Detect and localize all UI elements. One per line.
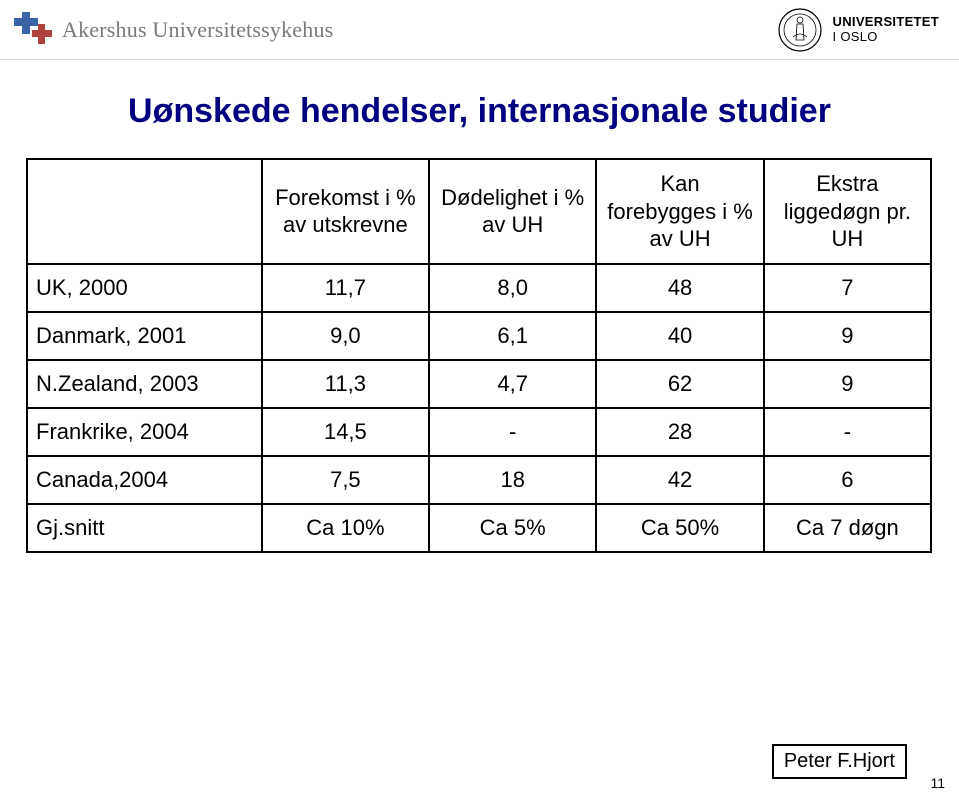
row-label: Gj.snitt xyxy=(27,504,262,552)
page-number: 11 xyxy=(930,775,945,791)
cell: 14,5 xyxy=(262,408,429,456)
table-body: UK, 2000 11,7 8,0 48 7 Danmark, 2001 9,0… xyxy=(27,264,931,552)
cell: 6 xyxy=(764,456,931,504)
cell: Ca 7 døgn xyxy=(764,504,931,552)
table-row: UK, 2000 11,7 8,0 48 7 xyxy=(27,264,931,312)
cell: Ca 10% xyxy=(262,504,429,552)
cell: 42 xyxy=(596,456,763,504)
logo-left: Akershus Universitetssykehus xyxy=(10,12,333,48)
row-label: Frankrike, 2004 xyxy=(27,408,262,456)
cell: 40 xyxy=(596,312,763,360)
cell: 7,5 xyxy=(262,456,429,504)
table-row: Gj.snitt Ca 10% Ca 5% Ca 50% Ca 7 døgn xyxy=(27,504,931,552)
cell: 48 xyxy=(596,264,763,312)
cell: 4,7 xyxy=(429,360,596,408)
studies-table: Forekomst i % av utskrevne Dødelighet i … xyxy=(26,158,932,553)
cell: 7 xyxy=(764,264,931,312)
col-header-0 xyxy=(27,159,262,264)
uio-line2: I OSLO xyxy=(833,30,939,44)
row-label: UK, 2000 xyxy=(27,264,262,312)
cell: 28 xyxy=(596,408,763,456)
cell: 18 xyxy=(429,456,596,504)
cell: 9 xyxy=(764,360,931,408)
table-row: Canada,2004 7,5 18 42 6 xyxy=(27,456,931,504)
cell: 62 xyxy=(596,360,763,408)
table-row: Frankrike, 2004 14,5 - 28 - xyxy=(27,408,931,456)
cell: 11,7 xyxy=(262,264,429,312)
ahus-cross-icon xyxy=(10,12,54,48)
table-header-row: Forekomst i % av utskrevne Dødelighet i … xyxy=(27,159,931,264)
cell: 6,1 xyxy=(429,312,596,360)
logo-right: UNIVERSITETET I OSLO xyxy=(777,7,939,53)
uio-wordmark: UNIVERSITETET I OSLO xyxy=(833,15,939,44)
col-header-3: Kan forebygges i % av UH xyxy=(596,159,763,264)
header-bar: Akershus Universitetssykehus UNIVERSITET… xyxy=(0,0,959,60)
cell: Ca 50% xyxy=(596,504,763,552)
uio-seal-icon xyxy=(777,7,823,53)
slide-title: Uønskede hendelser, internasjonale studi… xyxy=(0,92,959,131)
cell: 9,0 xyxy=(262,312,429,360)
col-header-4: Ekstra liggedøgn pr. UH xyxy=(764,159,931,264)
row-label: N.Zealand, 2003 xyxy=(27,360,262,408)
cell: - xyxy=(764,408,931,456)
col-header-2: Dødelighet i % av UH xyxy=(429,159,596,264)
cell: 9 xyxy=(764,312,931,360)
ahus-wordmark: Akershus Universitetssykehus xyxy=(62,17,333,43)
row-label: Canada,2004 xyxy=(27,456,262,504)
cell: - xyxy=(429,408,596,456)
cell: 8,0 xyxy=(429,264,596,312)
cell: Ca 5% xyxy=(429,504,596,552)
attribution-box: Peter F.Hjort xyxy=(772,744,907,779)
cell: 11,3 xyxy=(262,360,429,408)
table-row: Danmark, 2001 9,0 6,1 40 9 xyxy=(27,312,931,360)
uio-line1: UNIVERSITETET xyxy=(833,15,939,29)
table-row: N.Zealand, 2003 11,3 4,7 62 9 xyxy=(27,360,931,408)
col-header-1: Forekomst i % av utskrevne xyxy=(262,159,429,264)
row-label: Danmark, 2001 xyxy=(27,312,262,360)
